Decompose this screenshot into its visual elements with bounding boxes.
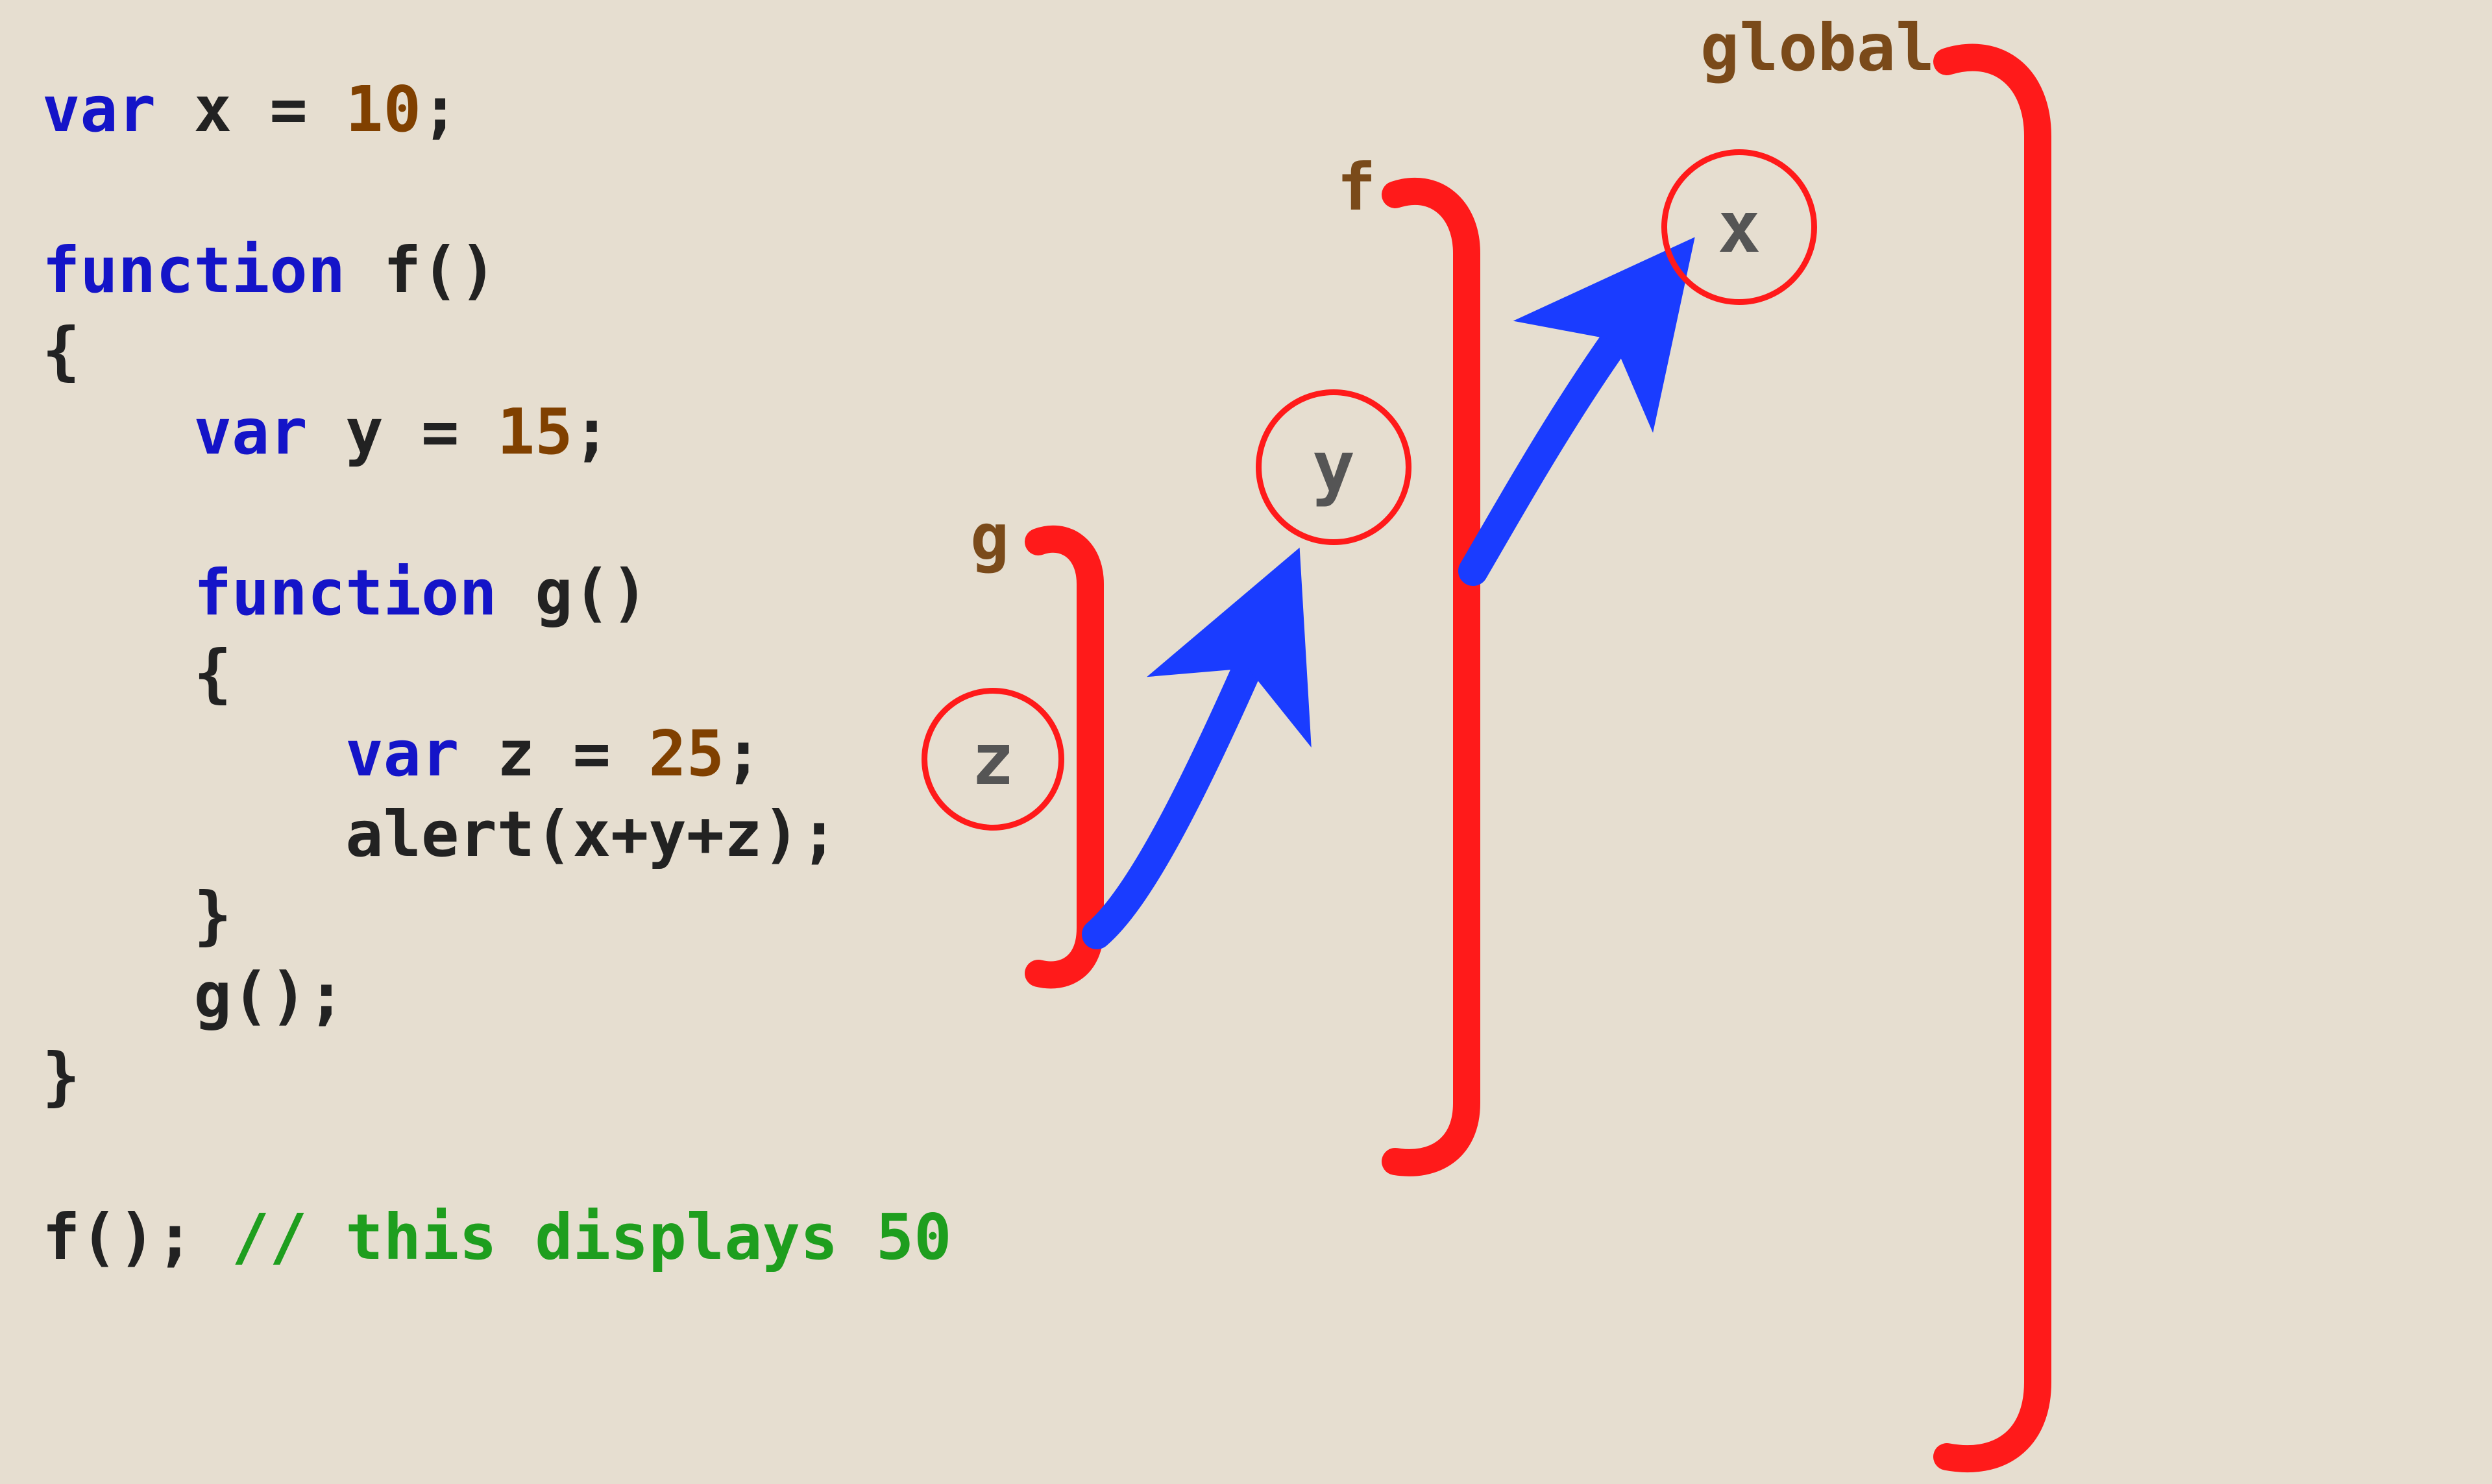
scope-arrow-a1: [1097, 597, 1278, 934]
variable-y-circle: y: [1256, 389, 1411, 545]
code-block: var x = 10; function f() { var y = 15; f…: [42, 69, 952, 1278]
scope-label-g: g: [970, 500, 1009, 576]
variable-z-circle: z: [922, 688, 1064, 831]
scope-arrow-a2: [1473, 279, 1661, 571]
diagram-canvas: var x = 10; function f() { var y = 15; f…: [0, 0, 2492, 1484]
scope-bracket-f: [1395, 191, 1467, 1163]
variable-x-label: x: [1718, 186, 1761, 269]
scope-label-global: global: [1700, 10, 1935, 86]
scope-label-f: f: [1337, 149, 1376, 225]
scope-bracket-global: [1947, 58, 2038, 1459]
variable-z-label: z: [971, 718, 1014, 801]
variable-y-label: y: [1312, 426, 1355, 509]
variable-x-circle: x: [1661, 149, 1817, 305]
